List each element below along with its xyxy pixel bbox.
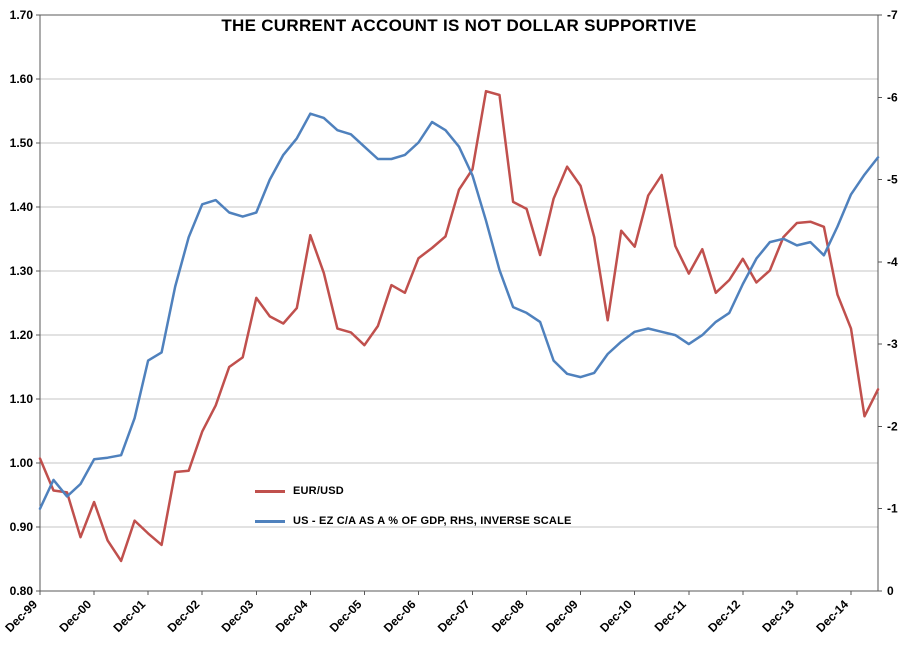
svg-text:Dec-03: Dec-03 — [219, 597, 257, 635]
svg-text:0.90: 0.90 — [10, 520, 34, 534]
svg-text:-4: -4 — [887, 255, 898, 269]
svg-text:1.70: 1.70 — [10, 8, 34, 22]
svg-text:Dec-06: Dec-06 — [381, 597, 419, 635]
svg-text:Dec-01: Dec-01 — [111, 597, 149, 635]
svg-text:0.80: 0.80 — [10, 584, 34, 598]
svg-text:-7: -7 — [887, 8, 898, 22]
svg-text:Dec-02: Dec-02 — [165, 597, 203, 635]
axes — [36, 14, 882, 595]
svg-text:Dec-13: Dec-13 — [759, 597, 797, 635]
svg-text:Dec-14: Dec-14 — [813, 597, 851, 635]
svg-text:1.40: 1.40 — [10, 200, 34, 214]
legend-item-eurusd: EUR/USD — [255, 483, 572, 499]
svg-text:1.60: 1.60 — [10, 72, 34, 86]
svg-text:1.00: 1.00 — [10, 456, 34, 470]
chart-title: THE CURRENT ACCOUNT IS NOT DOLLAR SUPPOR… — [221, 16, 697, 35]
svg-text:Dec-08: Dec-08 — [489, 597, 527, 635]
data-series — [38, 89, 880, 563]
svg-text:Dec-07: Dec-07 — [435, 597, 473, 635]
svg-text:Dec-12: Dec-12 — [705, 597, 743, 635]
svg-text:1.10: 1.10 — [10, 392, 34, 406]
current-account-line-swatch — [255, 519, 285, 523]
svg-text:-2: -2 — [887, 419, 898, 433]
legend: EUR/USD US - EZ C/A AS A % OF GDP, RHS, … — [255, 483, 572, 543]
svg-text:Dec-05: Dec-05 — [327, 597, 365, 635]
svg-text:Dec-09: Dec-09 — [543, 597, 581, 635]
eurusd-line-swatch — [255, 489, 285, 493]
svg-text:Dec-10: Dec-10 — [597, 597, 635, 635]
svg-text:1.50: 1.50 — [10, 136, 34, 150]
svg-text:-5: -5 — [887, 173, 898, 187]
svg-text:-3: -3 — [887, 337, 898, 351]
legend-item-current-account: US - EZ C/A AS A % OF GDP, RHS, INVERSE … — [255, 513, 572, 529]
legend-label-current-account: US - EZ C/A AS A % OF GDP, RHS, INVERSE … — [293, 515, 572, 527]
legend-label-eurusd: EUR/USD — [293, 485, 344, 497]
svg-text:Dec-00: Dec-00 — [56, 597, 94, 635]
svg-text:Dec-11: Dec-11 — [652, 597, 689, 634]
svg-text:1.30: 1.30 — [10, 264, 34, 278]
svg-text:-1: -1 — [887, 502, 898, 516]
svg-text:Dec-99: Dec-99 — [2, 597, 40, 635]
svg-text:-6: -6 — [887, 90, 898, 104]
svg-text:0: 0 — [887, 584, 894, 598]
svg-text:1.20: 1.20 — [10, 328, 34, 342]
svg-text:Dec-04: Dec-04 — [273, 597, 311, 635]
